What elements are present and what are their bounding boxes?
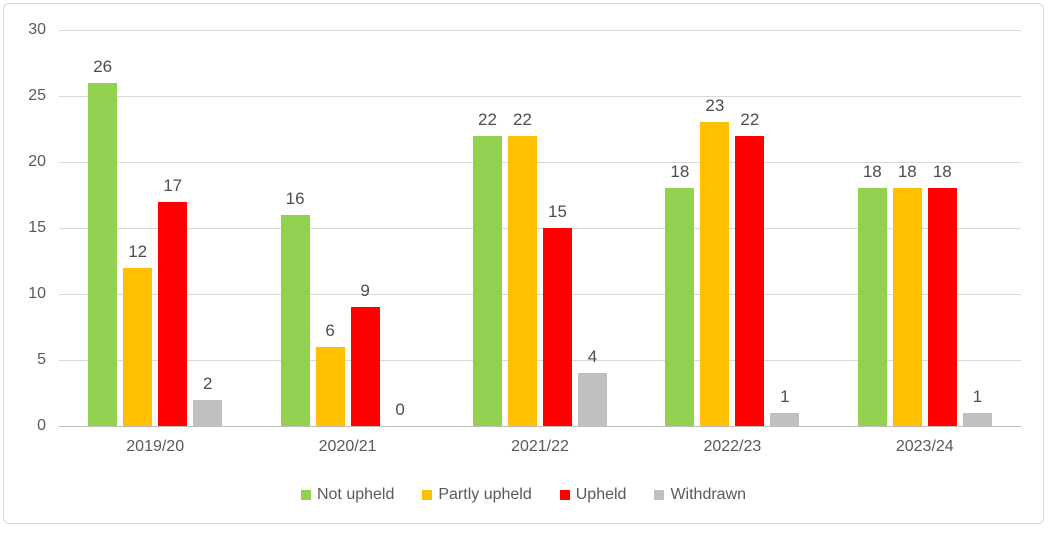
bar-value-label: 22 — [478, 109, 497, 129]
x-axis-category-label: 2022/23 — [703, 438, 762, 455]
bar-not-upheld — [473, 135, 502, 426]
legend-swatch-upheld — [559, 490, 570, 500]
legend-item-partly-upheld: Partly upheld — [422, 485, 532, 505]
bar-not-upheld — [88, 82, 118, 426]
bar-withdrawn — [193, 399, 223, 426]
x-axis-category-label: 2019/20 — [126, 438, 185, 455]
bar-partly-upheld — [508, 135, 537, 426]
y-axis-tick-label: 25 — [28, 87, 46, 104]
bar-upheld — [350, 307, 380, 426]
legend-swatch-not-upheld — [300, 490, 311, 500]
bar-partly-upheld — [700, 122, 730, 426]
gridline — [59, 360, 1021, 361]
bar-upheld — [158, 201, 188, 426]
bar-withdrawn — [770, 412, 800, 426]
bar-not-upheld — [665, 188, 695, 426]
bar-partly-upheld — [315, 346, 345, 426]
bar-value-label: 26 — [93, 56, 113, 76]
gridline — [59, 228, 1021, 229]
bar-not-upheld — [280, 214, 310, 426]
bar-value-label: 18 — [897, 162, 917, 182]
legend-swatch-partly-upheld — [422, 490, 433, 500]
gridline — [59, 30, 1021, 31]
bar-upheld — [735, 135, 765, 426]
legend-label: Upheld — [575, 486, 627, 503]
legend-label: Partly upheld — [438, 486, 532, 503]
bar-value-label: 4 — [587, 347, 598, 367]
bar-value-label: 6 — [325, 320, 335, 340]
bar-value-label: 12 — [128, 241, 148, 261]
legend-label: Withdrawn — [670, 486, 747, 503]
x-axis-category-label: 2023/24 — [895, 438, 954, 455]
x-axis-category-label: 2021/22 — [511, 438, 569, 455]
bar-value-label: 2 — [202, 373, 213, 393]
legend-swatch-withdrawn — [654, 490, 665, 500]
bar-not-upheld — [857, 188, 887, 426]
gridline — [59, 162, 1021, 163]
bar-value-label: 23 — [705, 96, 725, 116]
y-axis-tick-label: 30 — [28, 21, 46, 38]
bar-value-label: 9 — [360, 281, 370, 301]
bar-value-label: 0 — [395, 400, 405, 419]
x-axis-category-label: 2020/21 — [318, 438, 377, 455]
legend-item-not-upheld: Not upheld — [300, 485, 395, 505]
bar-upheld — [543, 228, 572, 426]
y-axis-tick-label: 5 — [37, 351, 46, 368]
bar-value-label: 22 — [513, 109, 532, 129]
bar-value-label: 18 — [862, 162, 882, 182]
chart-frame: Not upheld Partly upheld Upheld Withdrawn 0… — [3, 3, 1044, 524]
gridline — [59, 294, 1021, 295]
gridline — [59, 96, 1021, 97]
bar-value-label: 1 — [972, 386, 983, 406]
bar-value-label: 22 — [740, 109, 760, 129]
bar-partly-upheld — [123, 267, 153, 426]
bar-partly-upheld — [892, 188, 922, 426]
y-axis-tick-label: 15 — [28, 219, 46, 236]
y-axis-tick-label: 20 — [28, 153, 46, 170]
bar-value-label: 17 — [163, 175, 183, 195]
x-axis-line — [59, 426, 1021, 427]
legend-item-withdrawn: Withdrawn — [654, 485, 746, 505]
bar-value-label: 18 — [670, 162, 690, 182]
bar-upheld — [927, 188, 957, 426]
y-axis-tick-label: 0 — [37, 417, 46, 434]
bar-value-label: 16 — [285, 188, 305, 208]
legend-item-upheld: Upheld — [559, 485, 627, 505]
y-axis-tick-label: 10 — [28, 285, 46, 302]
bar-value-label: 1 — [780, 386, 790, 406]
bar-withdrawn — [578, 373, 607, 426]
legend-label: Not upheld — [316, 486, 395, 503]
bar-withdrawn — [962, 412, 992, 426]
bar-value-label: 18 — [932, 162, 952, 182]
legend: Not upheld Partly upheld Upheld Withdrawn — [4, 485, 1043, 505]
bar-value-label: 15 — [548, 202, 567, 221]
